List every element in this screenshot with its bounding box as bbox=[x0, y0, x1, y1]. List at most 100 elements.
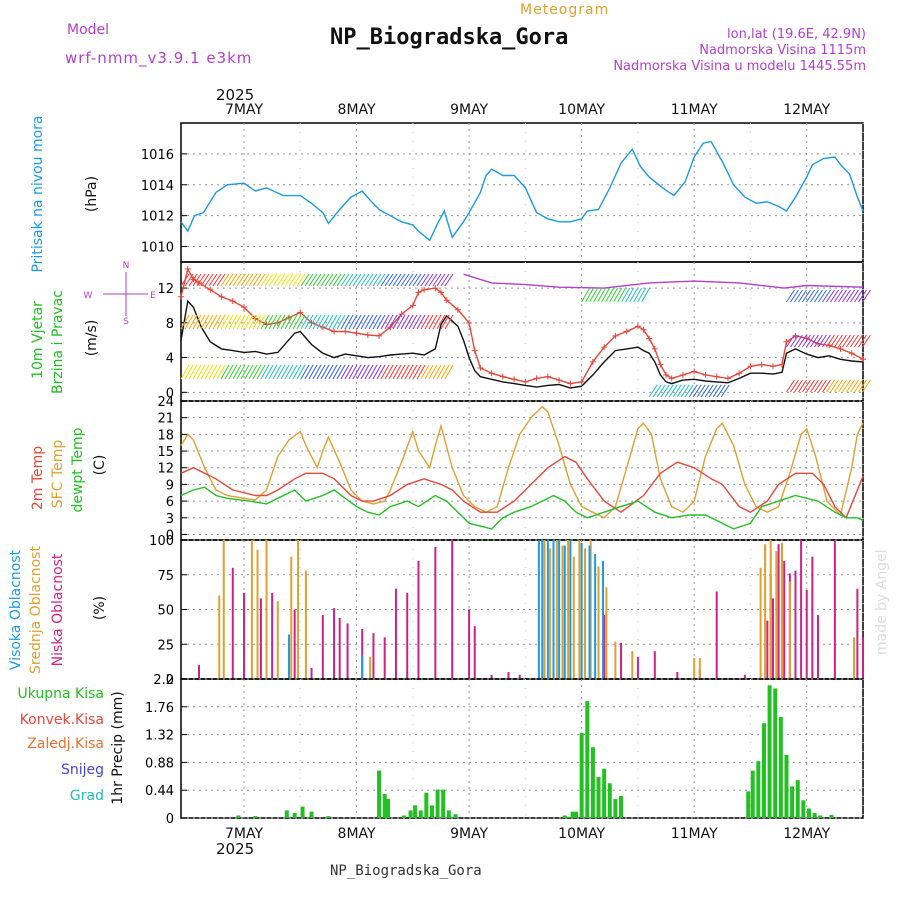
wind-unit: (m/s) bbox=[84, 320, 100, 357]
x-label-top: 11MAY bbox=[671, 102, 718, 118]
wind-barb bbox=[609, 287, 619, 303]
wind-panel: 0 4 8 12 bbox=[157, 261, 866, 402]
wind-gust-marker bbox=[860, 356, 866, 363]
wind-barb bbox=[340, 364, 350, 380]
wind-gust-marker bbox=[241, 304, 248, 311]
wind-barb bbox=[188, 314, 198, 330]
wind-barb bbox=[818, 379, 827, 393]
wind-gust-marker bbox=[184, 265, 191, 272]
wind-barb bbox=[688, 384, 698, 398]
precip-bar bbox=[761, 723, 766, 818]
cloud-bar bbox=[288, 634, 291, 679]
wind-barb bbox=[196, 273, 206, 287]
wind-barb bbox=[360, 314, 370, 330]
cloud-bar bbox=[321, 615, 324, 679]
wind-barb bbox=[208, 314, 218, 330]
precip-bar bbox=[574, 811, 579, 818]
wind-gust-marker bbox=[668, 375, 675, 382]
wind-barb bbox=[252, 314, 262, 330]
lonlat: lon,lat (19.6E, 42.9N) bbox=[727, 27, 866, 42]
wind-barb bbox=[858, 379, 867, 393]
wind-gust-marker bbox=[342, 328, 349, 335]
wind-gust-marker bbox=[454, 306, 461, 313]
wind-barb bbox=[846, 289, 855, 303]
x-label-bottom: 11MAY bbox=[671, 826, 718, 842]
precip-bar bbox=[746, 791, 751, 818]
precip-bar bbox=[377, 770, 382, 818]
compass-e: E bbox=[150, 291, 156, 301]
cloud-bar bbox=[333, 608, 336, 679]
wind-gust-marker bbox=[747, 363, 754, 370]
wind-side-label-1: 10m Vjetar bbox=[30, 301, 46, 379]
cloud-bar bbox=[603, 615, 606, 679]
precip-bar bbox=[585, 701, 590, 818]
precip-bar bbox=[579, 732, 584, 818]
wind-barb bbox=[316, 364, 326, 380]
wind-barb bbox=[444, 364, 454, 380]
wind-gust-marker bbox=[578, 378, 585, 385]
precip-legend-1: Konvek.Kisa bbox=[20, 712, 104, 728]
wind-barb bbox=[372, 314, 382, 330]
cloud-bar bbox=[383, 637, 386, 679]
wind-barb bbox=[396, 314, 406, 330]
wind-barb bbox=[641, 287, 651, 303]
temp-ytick-label: 9 bbox=[166, 478, 174, 493]
x-label-top: 9MAY bbox=[450, 102, 488, 118]
wind-gust-marker bbox=[522, 378, 529, 385]
precip-bar bbox=[818, 815, 823, 818]
wind-barb bbox=[312, 273, 322, 287]
wind-barb bbox=[388, 364, 398, 380]
cloud-bar bbox=[653, 651, 656, 679]
wind-barb bbox=[720, 384, 730, 398]
wind-gust-marker bbox=[769, 363, 776, 370]
wind-barb bbox=[224, 273, 234, 287]
wind-barb bbox=[296, 314, 306, 330]
precip-bar bbox=[292, 812, 297, 818]
wind-barb bbox=[252, 364, 262, 380]
cloud-bar bbox=[434, 546, 437, 679]
wind-barb bbox=[272, 364, 282, 380]
wind-barb bbox=[416, 273, 426, 287]
cloud-bar bbox=[473, 626, 476, 679]
wind-barb bbox=[352, 273, 362, 287]
precip-bar bbox=[613, 799, 618, 818]
wind-barb bbox=[196, 314, 206, 330]
wind-gust-marker bbox=[837, 345, 844, 352]
wind-barb bbox=[794, 289, 803, 303]
wind-barb bbox=[404, 364, 414, 380]
cloud-bar bbox=[468, 609, 471, 679]
wind-barb bbox=[180, 314, 190, 330]
wind-gust-marker bbox=[657, 361, 664, 368]
model-name: wrf-nmm_v3.9.1 e3km bbox=[65, 49, 252, 68]
wind-barb bbox=[786, 289, 795, 303]
wind-gust-marker bbox=[207, 286, 214, 293]
wind-gust-marker bbox=[432, 285, 439, 292]
wind-barb bbox=[834, 334, 843, 348]
wind-barb bbox=[336, 273, 346, 287]
wind-barb bbox=[312, 314, 322, 330]
precip-bar bbox=[429, 805, 434, 818]
wind-barb bbox=[404, 273, 414, 287]
cloud-bar bbox=[563, 545, 566, 679]
wind-barb bbox=[388, 314, 398, 330]
x-label-top: 10MAY bbox=[558, 102, 605, 118]
wind-barb bbox=[212, 314, 222, 330]
cloud-bar bbox=[265, 540, 268, 679]
temp-side-label-3: dewpt Temp bbox=[70, 427, 86, 512]
cloud-bar bbox=[715, 591, 718, 679]
pressure-side-label: Pritisak na nivou mora bbox=[30, 115, 46, 272]
precip-legend-3: Snijeg bbox=[61, 762, 104, 778]
wind-barb bbox=[268, 314, 278, 330]
wind-barb bbox=[292, 273, 302, 287]
precip-bar bbox=[236, 815, 241, 818]
wind-barb bbox=[684, 384, 694, 398]
wind-gust-marker bbox=[556, 377, 563, 384]
wind-barb bbox=[396, 273, 406, 287]
wind-barb bbox=[300, 364, 310, 380]
cloud-bar bbox=[698, 658, 701, 679]
wind-barb bbox=[236, 364, 246, 380]
wind-barb bbox=[200, 314, 210, 330]
wind-barb bbox=[356, 273, 366, 287]
precip-bar bbox=[446, 810, 451, 818]
